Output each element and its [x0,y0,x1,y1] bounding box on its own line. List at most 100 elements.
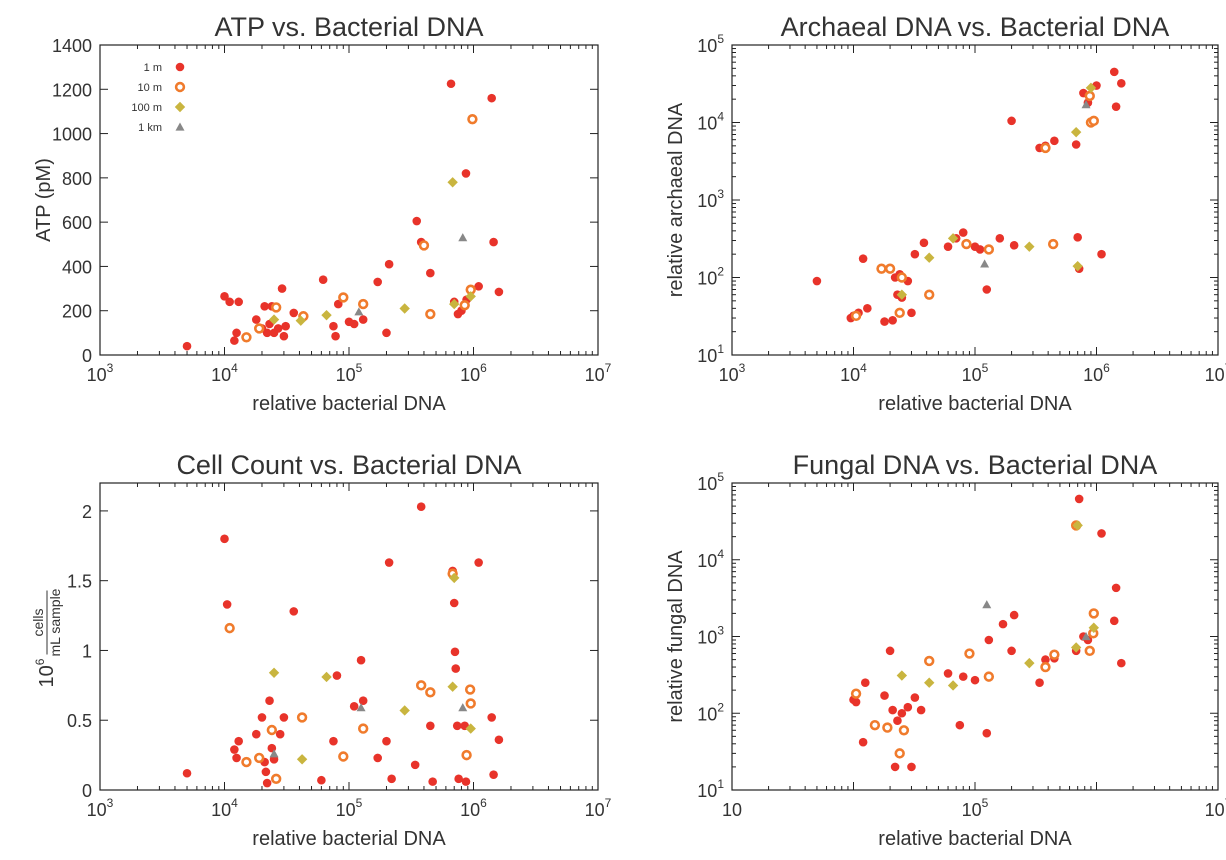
x-tick-label: 103 [87,361,114,385]
point-1m [277,284,287,293]
point-1m [1117,658,1126,668]
x-tick-label: 107 [1205,361,1226,385]
point-1m [232,328,241,338]
data-points [849,494,1126,772]
point-10m [964,648,975,659]
point-1m [907,762,916,772]
x-tick-label: 105 [962,361,989,385]
tick-exponent: 6 [480,796,487,810]
plot-frame [99,482,599,791]
y-tick-label: 105 [697,32,724,56]
point-10m [224,622,235,634]
y-tick-label: 0 [82,781,92,801]
point-10m [357,298,369,310]
legend-label: 1 km [138,122,162,134]
point-1m [262,778,272,788]
point-100m [924,252,935,263]
point-1m [1109,67,1119,77]
point-10m [850,688,862,699]
point-1m [812,276,822,286]
tick-exponent: 5 [982,361,989,375]
tick-base: 10 [840,365,860,385]
x-tick-label: 104 [840,361,867,385]
y-tick-label: 200 [62,302,92,322]
tick-base: 10 [697,551,717,571]
point-1m [384,259,394,269]
point-100m [1072,260,1083,272]
point-10m [1088,608,1099,619]
tick-exponent: 1 [717,777,724,791]
point-1m [279,713,289,722]
point-1m [860,678,870,688]
point-1m [487,93,496,103]
point-1m [1007,646,1016,656]
tick-base: 10 [460,800,480,820]
x-tick-label: 106 [460,796,487,820]
point-1m [958,228,968,237]
tick-exponent: 7 [1225,361,1226,375]
point-10m [459,299,470,311]
point-100m [399,705,410,716]
point-10m [338,751,349,762]
tick-exponent: 6 [480,361,487,375]
point-1m [416,502,426,512]
point-1m [318,275,328,285]
point-100m [449,572,460,584]
point-100m [296,754,308,765]
point-1m [487,713,496,722]
x-axis-label: relative bacterial DNA [878,828,1072,850]
tick-base: 10 [585,800,605,820]
y-tick-label: 1.5 [67,572,92,592]
point-1m [289,308,299,318]
tick-base: 10 [87,800,107,820]
point-10m [924,655,935,667]
point-10m [357,723,369,734]
point-10m [894,748,905,759]
point-1m [880,317,889,326]
tick-base: 10 [336,365,356,385]
tick-exponent: 3 [107,361,114,375]
point-1km [458,703,468,712]
point-1m [281,321,290,331]
point-1km [980,259,990,268]
tick-exponent: 3 [717,624,724,638]
point-100m [1070,126,1082,138]
point-1m [251,729,261,739]
point-1m [903,702,913,712]
point-1km [269,749,279,758]
point-1m [454,774,463,784]
point-1m [289,607,299,616]
point-100m [896,289,908,300]
point-100m [1024,241,1035,252]
point-1m [461,777,471,786]
point-1m [410,760,420,770]
chart-title: Fungal DNA vs. Bacterial DNA [793,450,1158,480]
data-points [812,67,1126,326]
point-1m [451,664,461,673]
tick-exponent: 4 [231,796,238,810]
x-tick-label: 104 [211,361,238,385]
tick-base: 10 [697,704,717,724]
tick-base: 10 [1205,365,1225,385]
point-1m [897,708,907,718]
x-tick-label: 105 [336,361,363,385]
point-1m [349,319,359,329]
y-tick-label: 105 [697,470,724,494]
x-tick-label: 104 [211,796,238,820]
point-1m [412,216,422,226]
point-1m [384,558,394,567]
tick-exponent: 1 [717,342,724,356]
tick-base: 10 [211,365,231,385]
point-1m [1073,233,1082,242]
point-10m [415,680,427,691]
point-10m [270,773,282,785]
x-tick-label: 103 [87,796,114,820]
y-tick-label: 101 [697,342,724,366]
data-points [182,502,504,788]
point-1m [970,675,980,685]
legend-label: 1 m [144,62,162,74]
point-1m [182,341,192,351]
tick-exponent: 3 [717,187,724,201]
tick-exponent: 5 [356,361,363,375]
